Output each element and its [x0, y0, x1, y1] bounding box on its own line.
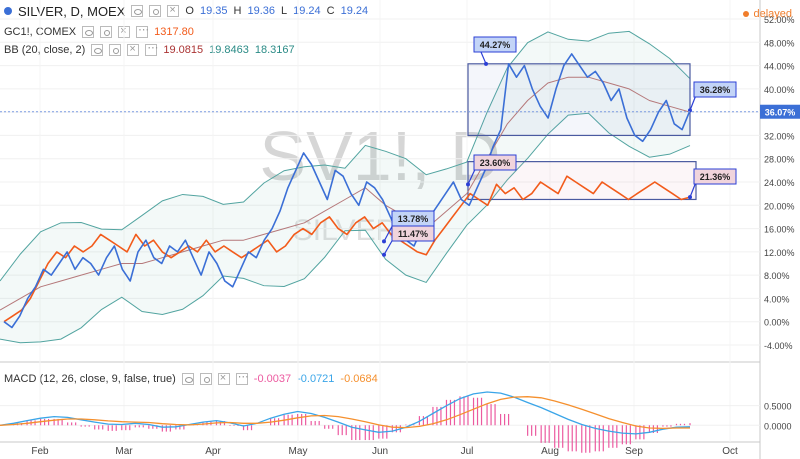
more-icon[interactable]: [136, 23, 149, 38]
annotation-point: [382, 252, 386, 257]
delayed-status: delayed: [743, 8, 792, 20]
y-tick-label: 4.00%: [764, 294, 790, 304]
legend-macd: MACD (12, 26, close, 9, false, true) -0.…: [4, 370, 378, 387]
macd-hist-value: -0.0037: [253, 373, 292, 385]
gear-icon[interactable]: [109, 44, 122, 56]
y-tick-label: 32.00%: [764, 131, 795, 141]
legend-compare: GC1!, COMEX 1317.80: [4, 23, 194, 40]
macd-signal-value: -0.0684: [340, 373, 378, 385]
status-dot: [743, 11, 750, 17]
legend-main: SILVER, D, MOEX O 19.35 H 19.36 L 19.24 …: [4, 3, 368, 19]
more-icon[interactable]: [235, 370, 249, 385]
x-tick-label: May: [289, 446, 308, 457]
compare-value: 1317.80: [154, 26, 194, 38]
annotation-label: 11.47%: [398, 229, 428, 239]
y-tick-label: 16.00%: [764, 225, 795, 235]
x-tick-label: Jul: [461, 446, 474, 457]
eye-icon[interactable]: [91, 44, 104, 56]
y-tick-label: 24.00%: [764, 178, 795, 188]
open-value: 19.35: [199, 5, 228, 17]
eye-icon[interactable]: [131, 5, 144, 17]
annotation-point: [466, 182, 470, 187]
last-price-label: 36.07%: [765, 108, 796, 118]
signal-line[interactable]: [0, 396, 690, 430]
legend-bb: BB (20, close, 2) 19.0815 19.8463 18.316…: [4, 41, 295, 58]
close-icon[interactable]: [127, 43, 140, 56]
low-value: 19.24: [293, 5, 321, 17]
bb-upper-line[interactable]: [0, 30, 691, 282]
y-tick-label: 0.00%: [764, 318, 790, 328]
x-tick-label: Jun: [372, 446, 388, 457]
macd-line[interactable]: [0, 391, 691, 435]
annotation-box[interactable]: [391, 225, 435, 242]
y-tick-label: -4.00%: [764, 341, 793, 351]
y-tick-label: 48.00%: [764, 38, 795, 48]
annotation-label: 23.60%: [480, 158, 511, 168]
eye-icon[interactable]: [181, 373, 194, 385]
macd-label: MACD (12, 26, close, 9, false, true): [4, 373, 176, 385]
annotation-box[interactable]: [473, 36, 517, 53]
bb-lower-line[interactable]: [0, 112, 691, 344]
annotation-point: [382, 239, 386, 244]
annotation-box[interactable]: [473, 154, 517, 171]
close-icon[interactable]: [167, 4, 180, 17]
h-label: H: [233, 5, 242, 17]
bb-basis-line[interactable]: [0, 76, 691, 311]
more-icon[interactable]: [145, 41, 158, 56]
macd-y-tick-label: 0.5000: [764, 402, 792, 412]
bb-upper-value: 19.8463: [209, 44, 249, 56]
bb-basis-value: 19.0815: [163, 44, 204, 56]
y-tick-label: 20.00%: [764, 201, 795, 211]
x-tick-label: Oct: [722, 446, 738, 457]
high-value: 19.36: [247, 5, 275, 17]
l-label: L: [280, 5, 288, 17]
annotation-label: 44.27%: [480, 40, 511, 50]
y-tick-label: 12.00%: [764, 248, 795, 258]
annotation-box[interactable]: [693, 81, 737, 98]
close-icon[interactable]: [217, 372, 230, 385]
x-tick-label: Sep: [625, 446, 643, 457]
annotation-point: [688, 195, 692, 200]
annotation-label: 36.28%: [700, 85, 731, 95]
bb-label: BB (20, close, 2): [4, 44, 86, 56]
delayed-label: delayed: [753, 8, 792, 20]
gear-icon[interactable]: [199, 373, 212, 385]
x-tick-label: Aug: [541, 446, 559, 457]
x-tick-label: Feb: [31, 446, 49, 457]
macd-line-value: -0.0721: [297, 373, 335, 385]
y-tick-label: 40.00%: [764, 85, 795, 95]
annotation-label: 21.36%: [700, 172, 731, 182]
o-label: O: [185, 5, 194, 17]
last-price-tag: [760, 104, 800, 119]
gold-series-line[interactable]: [3, 175, 691, 323]
eye-icon[interactable]: [82, 26, 95, 38]
bb-band-fill: [0, 31, 690, 343]
c-label: C: [326, 5, 335, 17]
x-tick-label: Mar: [115, 446, 133, 457]
y-tick-label: 28.00%: [764, 155, 795, 165]
gear-icon[interactable]: [149, 5, 162, 17]
silver-series-line[interactable]: [3, 53, 691, 329]
series-color-dot: [4, 7, 12, 15]
bb-lower-value: 18.3167: [254, 44, 295, 56]
x-tick-label: Apr: [205, 446, 221, 457]
symbol-title: SILVER, D, MOEX: [18, 3, 126, 19]
gear-icon[interactable]: [100, 26, 113, 38]
close-value: 19.24: [340, 5, 369, 17]
y-tick-label: 44.00%: [764, 62, 795, 72]
y-tick-label: 52.00%: [764, 15, 795, 25]
annotation-box[interactable]: [693, 168, 737, 185]
annotation-label: 13.78%: [398, 214, 429, 224]
annotation-point: [484, 61, 488, 66]
y-tick-label: 8.00%: [764, 271, 790, 281]
macd-y-tick-label: 0.0000: [764, 421, 792, 431]
